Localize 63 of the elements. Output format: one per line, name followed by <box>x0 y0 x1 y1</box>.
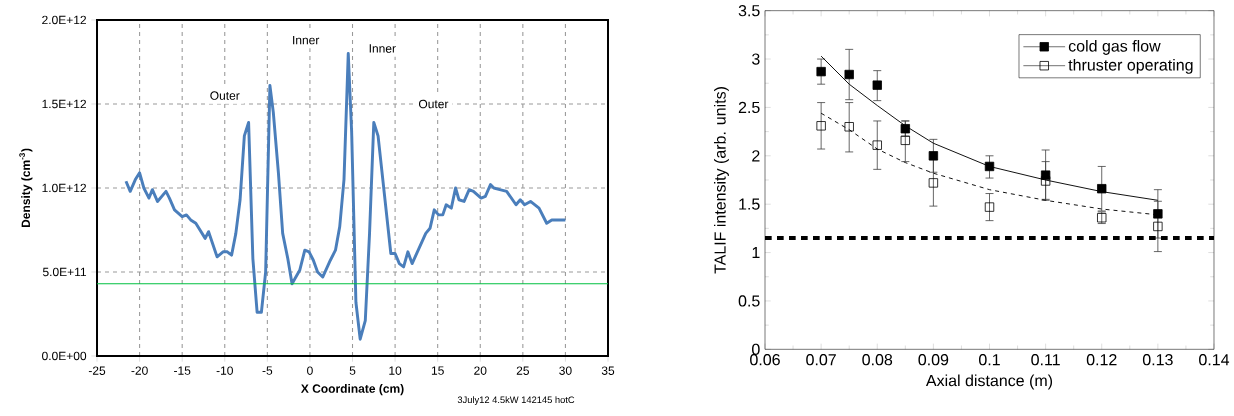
x-tick-label: -5 <box>262 366 273 375</box>
x-tick-label: 0.12 <box>1086 354 1117 366</box>
x-tick-label: -20 <box>131 366 148 375</box>
point <box>900 124 910 134</box>
legend-label: thruster operating <box>1068 58 1193 74</box>
x-tick-label: 0.09 <box>918 354 949 366</box>
y-tick-label: 1.5 <box>739 198 760 210</box>
x-tick-label: 0.11 <box>1031 354 1060 366</box>
y-tick-label: 2.0E+12 <box>42 15 86 25</box>
point <box>872 140 882 150</box>
y-tick-label: 1.0E+12 <box>42 183 86 193</box>
annotation: Inner <box>293 35 320 45</box>
x-tick-label: 35 <box>601 366 615 375</box>
point <box>1097 184 1107 194</box>
y-tick-label: 0.5 <box>738 295 760 307</box>
x-tick-label: 25 <box>516 366 530 375</box>
y-axis-title: Density (cm$^{-3}$) <box>19 148 33 228</box>
point <box>900 135 910 145</box>
point <box>1153 209 1163 219</box>
x-tick-label: 0.07 <box>806 354 836 366</box>
annotation: Outer <box>210 91 240 100</box>
y-tick-label: 0 <box>752 343 760 355</box>
y-tick-label: 2 <box>752 150 760 162</box>
y-tick-label: 3 <box>752 53 760 65</box>
point <box>844 69 854 80</box>
x-tick-label: 5 <box>349 366 356 375</box>
x-tick-label: 0.13 <box>1142 354 1173 366</box>
y-tick-label: 1 <box>752 247 760 259</box>
y-tick-label: 0.0E+00 <box>42 351 87 361</box>
x-tick-label: -25 <box>88 366 106 375</box>
x-tick-label: 0.1 <box>979 354 1000 366</box>
point <box>1153 221 1163 232</box>
x-tick-label: 0 <box>307 366 313 375</box>
y-axis-title: TALIF intensity (arb. units) <box>714 87 729 274</box>
point <box>844 122 854 132</box>
point <box>984 202 995 212</box>
line-series <box>124 52 567 341</box>
point <box>816 121 826 131</box>
x-tick-label: 0.06 <box>750 354 780 366</box>
x-tick-label: -10 <box>216 366 233 375</box>
point <box>816 66 826 77</box>
point <box>928 151 939 161</box>
x-tick-label: 0.14 <box>1199 354 1230 366</box>
x-tick-label: 0.08 <box>862 354 893 366</box>
point <box>1040 176 1051 186</box>
x-axis-title: Axial distance (m) <box>925 374 1053 390</box>
y-tick-label: 1.5E+12 <box>42 99 86 109</box>
point <box>928 178 939 188</box>
annotation: Inner <box>369 44 396 53</box>
y-tick-label: 2.5 <box>738 101 760 114</box>
legend-label: cold gas flow <box>1068 39 1161 55</box>
y-tick-label: 3.5 <box>738 5 760 17</box>
x-axis-title: X Coordinate (cm) <box>300 384 404 396</box>
x-tick-label: -15 <box>174 366 191 375</box>
point <box>872 80 882 90</box>
y-tick-label: 5.0E+11 <box>42 267 87 277</box>
text: 3July12 4.5kW 142145 hotC <box>457 396 575 405</box>
x-tick-label: 30 <box>559 366 572 375</box>
x-tick-label: 10 <box>389 366 402 375</box>
annotation: Outer <box>418 99 449 109</box>
x-tick-label: 15 <box>431 366 444 375</box>
point <box>984 161 995 172</box>
x-tick-label: 20 <box>474 366 487 375</box>
